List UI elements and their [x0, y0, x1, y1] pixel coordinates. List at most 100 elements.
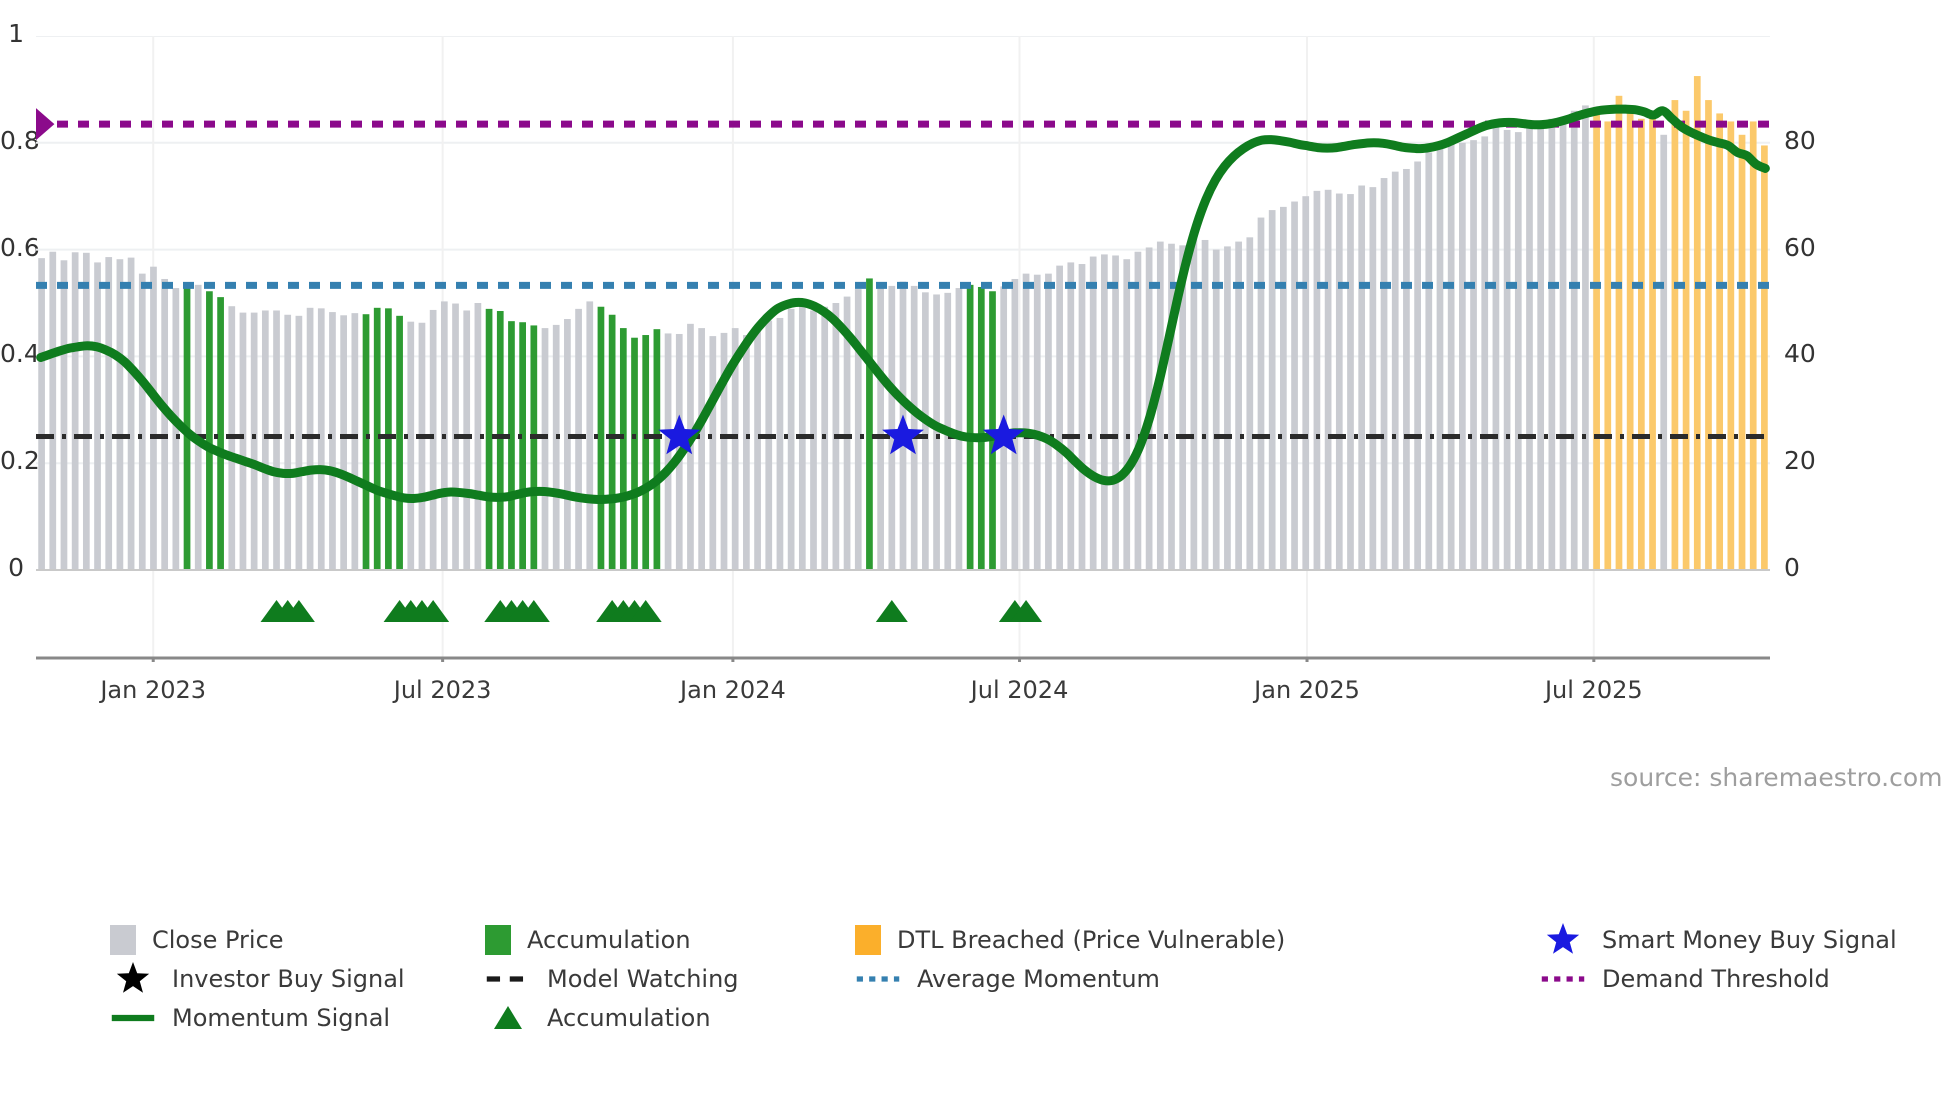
close-price-bar: [49, 251, 57, 570]
close-price-bar: [71, 252, 79, 570]
accumulation-bar: [206, 291, 213, 570]
accumulation-bar: [385, 308, 392, 570]
accumulation-bar: [966, 284, 974, 570]
y-axis-right-tick-label: 40: [1784, 339, 1816, 369]
legend-smart-money-buy-signal[interactable]: Smart Money Buy Signal: [1540, 923, 1897, 955]
close-price-bar: [1447, 141, 1455, 570]
accumulation-bar: [530, 325, 538, 570]
plot-svg: [36, 36, 1770, 662]
smart-money-buy-signal-marker: [982, 414, 1025, 455]
dtl-breached-bar: [1705, 100, 1712, 570]
close-price-bar: [955, 288, 963, 570]
close-price-bar: [1033, 274, 1041, 570]
close-price-bar: [1391, 171, 1399, 571]
close-price-bar: [1246, 237, 1254, 570]
x-axis-tick-label: Jan 2025: [1254, 676, 1360, 704]
close-price-bar: [1212, 249, 1220, 570]
dtl-breached-bar: [1761, 145, 1768, 570]
close-price-bar: [1280, 206, 1287, 570]
accumulation-bar: [217, 297, 224, 570]
dotted-line-icon: [1540, 964, 1586, 994]
legend-label: Smart Money Buy Signal: [1602, 926, 1897, 954]
close-price-bar: [138, 273, 146, 570]
close-price-bar: [1011, 278, 1019, 570]
y-axis-left-tick-label: 0.2: [0, 446, 40, 476]
close-price-bar: [933, 294, 940, 570]
close-price-bar: [1201, 239, 1209, 570]
y-axis-right-tick-label: 80: [1784, 125, 1816, 155]
close-price-bar: [1179, 245, 1187, 570]
legend-average-momentum[interactable]: Average Momentum: [855, 964, 1160, 994]
close-price-bar: [1559, 118, 1567, 571]
close-price-bar: [418, 322, 426, 570]
legend-label: Demand Threshold: [1602, 965, 1830, 993]
accumulation-bar: [642, 335, 650, 570]
close-price-bar: [743, 335, 750, 570]
legend-accumulation-triangle[interactable]: Accumulation: [485, 1003, 711, 1033]
accumulation-bar: [362, 314, 370, 570]
close-price-bar: [273, 310, 280, 570]
momentum-signal-line: [36, 104, 1770, 505]
close-price-bar: [463, 310, 471, 570]
accumulation-bar: [496, 311, 504, 570]
close-price-bar: [754, 329, 761, 570]
dtl-breached-bar: [1749, 121, 1757, 570]
close-price-bar: [776, 317, 784, 570]
close-price-bar: [250, 312, 258, 570]
close-price-bar: [1425, 152, 1433, 571]
dtl-breached-bar: [1727, 121, 1735, 570]
legend-model-watching[interactable]: Model Watching: [485, 964, 739, 994]
star-icon: [1540, 923, 1586, 955]
close-price-bar: [1481, 136, 1489, 570]
legend-momentum-signal[interactable]: Momentum Signal: [110, 1003, 390, 1033]
legend-label: DTL Breached (Price Vulnerable): [897, 926, 1286, 954]
close-price-bar: [1045, 273, 1052, 570]
close-price-bar: [1056, 265, 1063, 570]
square-icon: [485, 925, 511, 955]
dtl-breached-bar: [1604, 121, 1612, 570]
close-price-bar: [1526, 126, 1533, 570]
dtl-breached-bar: [1637, 118, 1645, 571]
legend-accumulation-bar[interactable]: Accumulation: [485, 925, 691, 955]
close-price-bar: [1537, 121, 1545, 570]
y-axis-left-tick-label: 0.8: [0, 125, 40, 155]
close-price-bar: [1514, 132, 1522, 570]
x-axis-tick-label: Jan 2023: [100, 676, 207, 704]
close-price-bar: [1112, 255, 1119, 570]
accumulation-bar: [396, 315, 403, 570]
legend-label: Accumulation: [527, 926, 691, 954]
smart-money-buy-signal-marker: [882, 414, 924, 455]
close-price-bar: [1380, 178, 1388, 570]
legend-label: Model Watching: [547, 965, 739, 993]
close-price-bar: [1470, 140, 1477, 570]
legend-label: Close Price: [152, 926, 284, 954]
accumulation-triangle-marker: [1010, 600, 1043, 622]
close-price-bar: [284, 314, 292, 570]
dtl-breached-bar: [1649, 113, 1656, 571]
accumulation-bar: [631, 337, 638, 570]
accumulation-bar: [619, 328, 627, 570]
close-price-bar: [1156, 241, 1164, 570]
legend-label: Investor Buy Signal: [172, 965, 405, 993]
accumulation-triangle-marker: [629, 600, 662, 622]
legend-dtl-breached[interactable]: DTL Breached (Price Vulnerable): [855, 925, 1285, 955]
close-price-bar: [1190, 237, 1198, 570]
close-price-bar: [731, 328, 739, 570]
x-axis-tick-label: Jul 2025: [1544, 676, 1643, 704]
close-price-bar: [1291, 201, 1298, 571]
close-price-bar: [586, 301, 594, 570]
close-price-bar: [194, 284, 202, 570]
close-price-bar: [116, 259, 124, 570]
legend-close-price[interactable]: Close Price: [110, 925, 284, 955]
close-price-bar: [429, 309, 437, 570]
plot-area: [36, 36, 1770, 662]
close-price-bar: [82, 252, 90, 570]
close-price-bar: [1022, 273, 1030, 570]
square-icon: [855, 925, 881, 955]
legend-demand-threshold[interactable]: Demand Threshold: [1540, 964, 1830, 994]
close-price-bar: [105, 257, 113, 570]
close-price-bar: [877, 282, 884, 570]
accumulation-bar: [866, 278, 873, 570]
legend-investor-buy-signal[interactable]: Investor Buy Signal: [110, 962, 405, 994]
legend-label: Average Momentum: [917, 965, 1160, 993]
